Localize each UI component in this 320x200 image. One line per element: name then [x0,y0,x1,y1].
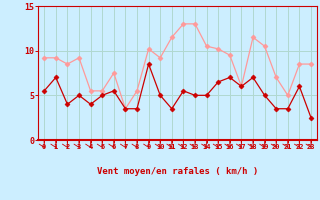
X-axis label: Vent moyen/en rafales ( km/h ): Vent moyen/en rafales ( km/h ) [97,167,258,176]
